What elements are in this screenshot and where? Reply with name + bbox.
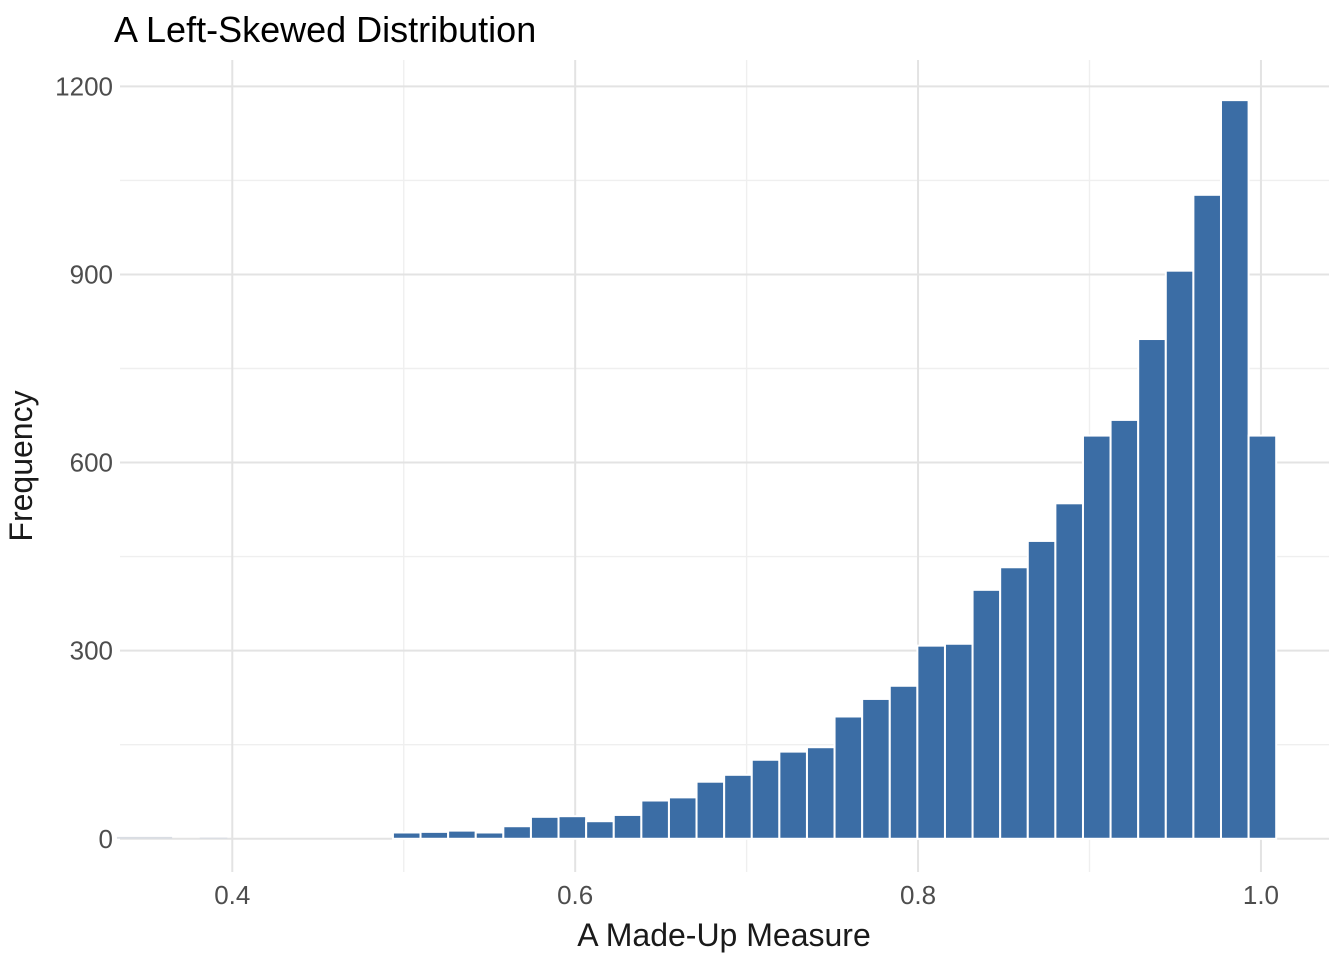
histogram-bar	[474, 831, 505, 840]
y-tick-label: 600	[70, 448, 113, 478]
histogram-bar	[612, 813, 643, 840]
chart-title: A Left-Skewed Distribution	[114, 9, 536, 50]
histogram-bar	[1192, 193, 1222, 840]
histogram-bar	[447, 829, 477, 840]
histogram-bar	[1247, 434, 1278, 840]
histogram-bars	[116, 99, 1278, 840]
histogram-bar	[1137, 338, 1167, 840]
histogram-bar	[1219, 99, 1250, 840]
histogram-bar	[529, 815, 560, 840]
histogram-bar	[199, 837, 228, 839]
histogram-bar	[861, 697, 891, 840]
histogram-bar	[750, 758, 781, 840]
histogram-bar	[1109, 418, 1140, 840]
histogram-bar	[1026, 539, 1057, 840]
histogram-bar	[419, 830, 450, 840]
histogram-bar	[1164, 269, 1195, 840]
histogram-bar	[585, 820, 615, 840]
histogram-bar	[833, 715, 864, 840]
histogram-bar	[971, 588, 1002, 840]
histogram-bar	[943, 642, 974, 840]
histogram-bar	[916, 644, 946, 840]
histogram-bar	[695, 780, 726, 840]
histogram-bar	[557, 815, 588, 840]
histogram-bar	[502, 825, 532, 840]
histogram-bar	[723, 773, 753, 840]
histogram-bar	[640, 799, 670, 840]
x-axis-title: A Made-Up Measure	[577, 917, 870, 953]
y-tick-label: 900	[70, 259, 113, 289]
y-axis-tick-labels: 0 300 600 900 1200	[55, 71, 113, 853]
histogram-bar	[1054, 502, 1084, 840]
y-tick-label: 1200	[55, 71, 113, 101]
histogram-bar	[116, 836, 145, 839]
x-tick-label: 0.8	[900, 880, 936, 910]
y-axis-title: Frequency	[3, 390, 39, 541]
x-tick-label: 0.4	[214, 880, 250, 910]
histogram-bar	[144, 836, 173, 839]
histogram-bar	[805, 746, 836, 840]
x-axis-tick-labels: 0.4 0.6 0.8 1.0	[214, 880, 1279, 910]
histogram-bar	[778, 750, 808, 840]
y-tick-label: 0	[99, 824, 113, 854]
histogram-bar	[1081, 434, 1112, 840]
x-tick-label: 1.0	[1243, 880, 1279, 910]
histogram-bar	[999, 566, 1029, 840]
histogram-bar	[391, 831, 422, 840]
histogram-bar	[888, 684, 919, 840]
y-tick-label: 300	[70, 636, 113, 666]
x-tick-label: 0.6	[557, 880, 593, 910]
histogram-bar	[667, 796, 698, 840]
